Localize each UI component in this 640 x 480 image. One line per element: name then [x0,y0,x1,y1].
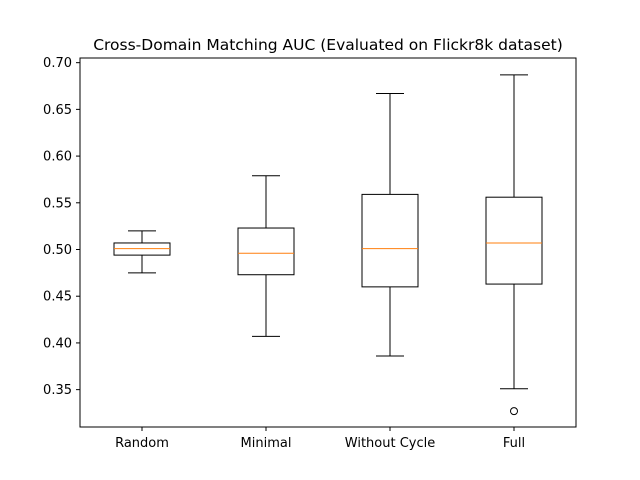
x-tick-label: Random [115,436,169,451]
y-tick-label: 0.55 [43,196,72,211]
y-tick-label: 0.60 [43,150,72,165]
x-tick-label: Minimal [241,436,292,451]
y-tick-label: 0.70 [43,56,72,71]
y-tick-label: 0.65 [43,103,72,118]
iqr-box [485,196,543,285]
x-axis: Random Minimal Without Cycle Full [115,427,525,451]
box-without-cycle [361,92,419,357]
x-tick-label: Full [503,436,525,451]
box-series [113,74,543,416]
y-tick-label: 0.50 [43,243,72,258]
outlier-point [510,407,518,416]
plot-area-frame [79,57,577,428]
box-minimal [237,175,295,337]
iqr-box [361,193,419,288]
y-tick-label: 0.35 [43,383,72,398]
chart-title: Cross-Domain Matching AUC (Evaluated on … [93,36,563,54]
iqr-box [237,227,295,276]
x-tick-label: Without Cycle [345,436,435,451]
y-axis: 0.35 0.40 0.45 0.50 0.55 0.60 0.65 0.70 [43,56,80,398]
y-tick-label: 0.40 [43,336,72,351]
box-random [113,230,171,274]
y-tick-label: 0.45 [43,290,72,305]
box-full [485,74,543,416]
